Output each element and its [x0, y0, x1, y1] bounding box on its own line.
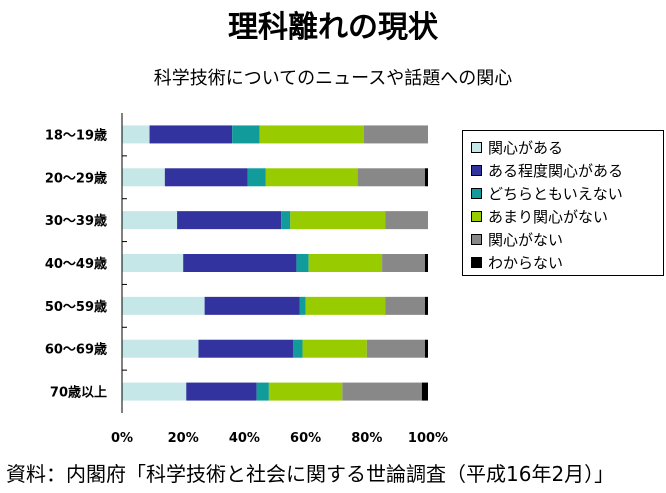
bar-segment: [281, 211, 291, 230]
bar-segment: [299, 296, 306, 315]
legend-label: どちらともいえない: [488, 184, 623, 203]
bar-segment: [363, 125, 428, 144]
x-tick-label: 80%: [351, 431, 382, 446]
legend-item: 関心がない: [471, 229, 563, 249]
bar-segment: [385, 296, 425, 315]
bar-segment: [421, 382, 428, 401]
bar-segment: [424, 339, 428, 358]
x-tick-label: 20%: [168, 431, 199, 446]
category-label: 60〜69歳: [45, 342, 107, 358]
legend-item: あまり関心がない: [471, 206, 608, 226]
legend-swatch: [471, 164, 482, 176]
bar-segment: [122, 339, 199, 358]
bar-segment: [265, 168, 358, 187]
x-tick-label: 40%: [229, 431, 260, 446]
legend-label: あまり関心がない: [488, 207, 609, 226]
category-label: 70歳以上: [50, 385, 107, 401]
bar-segment: [302, 339, 367, 358]
bar-segment: [232, 125, 260, 144]
x-tick-label: 100%: [408, 431, 448, 446]
bar-segment: [122, 254, 184, 272]
bar-segment: [122, 168, 165, 187]
bar-segment: [382, 254, 425, 272]
category-label: 18〜19歳: [45, 127, 107, 143]
legend-item: わからない: [471, 252, 563, 272]
legend-label: 関心がない: [488, 230, 564, 249]
legend-swatch: [471, 187, 482, 199]
source-note: 資料：内閣府「科学技術と社会に関する世論調査（平成16年2月）」: [6, 462, 615, 486]
category-label: 50〜59歳: [45, 299, 107, 315]
legend-swatch: [471, 256, 482, 268]
legend-swatch: [471, 233, 482, 245]
x-tick-label: 0%: [111, 431, 133, 446]
bar-segment: [204, 296, 300, 315]
bar-segment: [122, 382, 187, 401]
legend-item: どちらともいえない: [471, 183, 623, 203]
chart-subtitle: 科学技術についてのニュースや話題への関心: [153, 68, 513, 89]
bar-segment: [308, 254, 383, 272]
bar-segment: [424, 168, 428, 187]
bar-segment: [268, 382, 343, 401]
legend-swatch: [471, 210, 482, 222]
bar-segment: [366, 339, 425, 358]
category-label: 20〜29歳: [45, 170, 107, 186]
legend-label: わからない: [488, 253, 564, 272]
bar-segment: [247, 168, 266, 187]
bar-segment: [385, 211, 428, 230]
legend-label: ある程度関心がある: [488, 161, 624, 180]
legend-item: ある程度関心がある: [471, 160, 623, 180]
bar-segment: [149, 125, 233, 144]
bar-segment: [290, 211, 386, 230]
bar-segment: [424, 254, 428, 272]
bar-segment: [164, 168, 248, 187]
category-label: 30〜39歳: [45, 213, 107, 229]
bar-segment: [186, 382, 257, 401]
legend-label: 関心がある: [488, 138, 564, 157]
bar-segment: [122, 211, 178, 230]
bar-segment: [256, 382, 269, 401]
bar-segment: [293, 339, 303, 358]
bar-segment: [259, 125, 364, 144]
x-tick-label: 60%: [290, 431, 321, 446]
bar-segment: [305, 296, 386, 315]
category-label: 40〜49歳: [45, 256, 107, 272]
legend-item: 関心がある: [471, 137, 563, 157]
bar-segment: [183, 254, 297, 272]
bar-segment: [198, 339, 294, 358]
bar-segment: [122, 296, 205, 315]
bar-segment: [296, 254, 309, 272]
bar-segment: [342, 382, 422, 401]
bar-segment: [177, 211, 282, 230]
bar-segment: [122, 125, 150, 144]
legend-swatch: [471, 141, 482, 153]
bar-segment: [424, 296, 428, 315]
chart-legend: 関心がある ある程度関心がある どちらともいえない あまり関心がない 関心がない…: [462, 130, 664, 276]
bar-segment: [357, 168, 425, 187]
page-title: 理科離れの現状: [228, 10, 438, 45]
